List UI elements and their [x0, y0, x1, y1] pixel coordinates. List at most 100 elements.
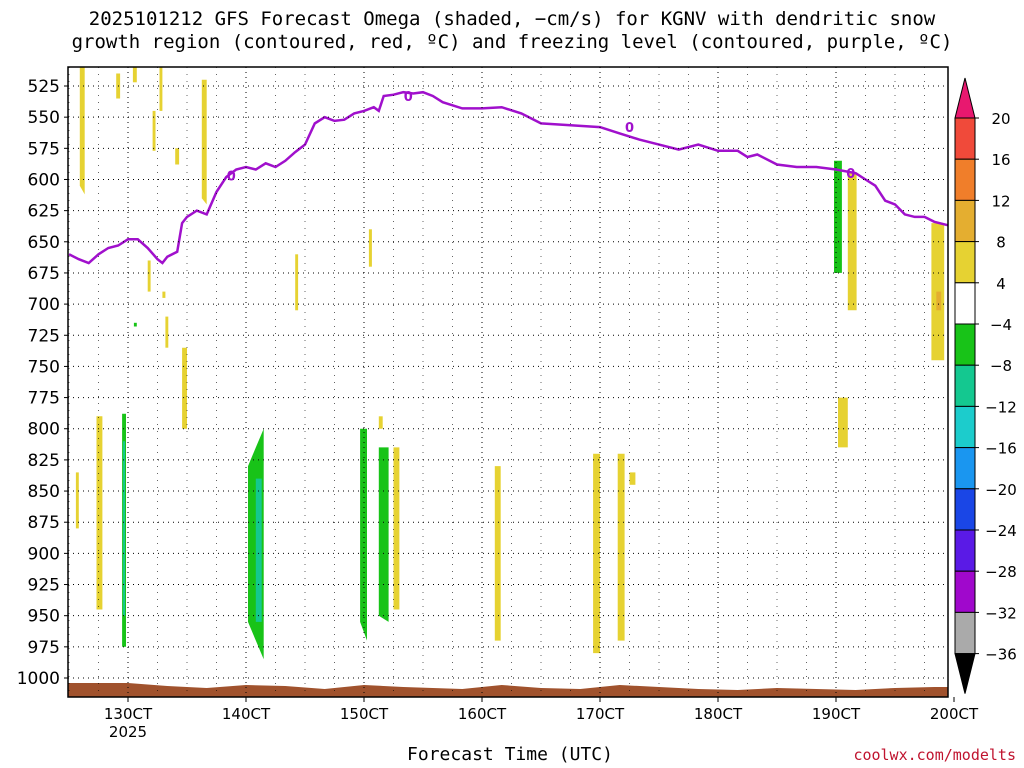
omega-green-region [834, 160, 842, 273]
omega-yellow-region [494, 466, 501, 641]
chart-title: 2025101212 GFS Forecast Omega (shaded, −… [0, 8, 1024, 54]
omega-yellow-region [295, 254, 299, 311]
x-axis-title: Forecast Time (UTC) [407, 744, 613, 765]
y-tick-label: 900 [28, 544, 60, 564]
colorbar-segment [954, 323, 976, 366]
omega-yellow-region [629, 472, 636, 485]
ground-terrain [68, 683, 948, 697]
omega-yellow-region [162, 291, 166, 298]
colorbar-label: −36 [985, 646, 1017, 664]
omega-green-region [133, 322, 137, 327]
y-tick-label: 675 [28, 264, 60, 284]
colorbar-segment [954, 158, 976, 201]
colorbar-label: −24 [985, 522, 1017, 540]
omega-yellow-region [159, 67, 163, 111]
omega-cyan-region [255, 478, 262, 622]
omega-yellow-region [617, 453, 625, 641]
colorbar-label: −32 [985, 604, 1017, 622]
colorbar-segment [954, 611, 976, 655]
freezing-level-contour [68, 90, 948, 265]
y-tick-label: 875 [28, 513, 60, 533]
y-tick-label: 550 [28, 108, 60, 128]
omega-yellow-region [75, 472, 79, 529]
x-tick-label: 150CT [340, 705, 389, 723]
colorbar-label: −28 [985, 563, 1017, 581]
colorbar-label: 20 [991, 110, 1010, 128]
colorbar-segment [954, 241, 976, 284]
colorbar-segment [954, 199, 976, 243]
freezing-level-label: 0 [227, 170, 236, 185]
colorbar-label: 16 [991, 151, 1010, 169]
colorbar-label: 8 [996, 234, 1006, 252]
colorbar-segment [954, 447, 976, 490]
colorbar-label: 4 [996, 275, 1006, 293]
plot-area [68, 67, 954, 697]
colorbar-label: 12 [991, 192, 1010, 210]
y-tick-label: 825 [28, 451, 60, 471]
colorbar-label: −20 [985, 481, 1017, 499]
y-tick-label: 925 [28, 576, 60, 596]
omega-cyan-region [123, 441, 125, 616]
freezing-level-label: 0 [846, 167, 855, 182]
y-tick-label: 625 [28, 202, 60, 222]
title-line1: 2025101212 GFS Forecast Omega (shaded, −… [88, 8, 936, 30]
omega-yellow-region [368, 229, 372, 267]
freezing-level-label: 0 [404, 90, 413, 105]
x-tick-label: 200CT [930, 705, 979, 723]
x-tick-label: 140CT [222, 705, 271, 723]
y-tick-label: 950 [28, 607, 60, 627]
credit-text: coolwx.com/modelts [853, 746, 1016, 764]
omega-yellow-region [182, 347, 187, 429]
colorbar-label: −12 [985, 398, 1017, 416]
x-tick-label: 130CT [104, 705, 153, 723]
y-tick-label: 575 [28, 139, 60, 159]
y-tick-label: 600 [28, 170, 60, 190]
title-line2: growth region (contoured, red, ºC) and f… [71, 31, 953, 53]
x-tick-label: 160CT [458, 705, 507, 723]
omega-yellow-region [838, 397, 848, 448]
omega-yellow-region [147, 260, 151, 292]
omega-yellow-region [175, 148, 180, 165]
omega-yellow-region [132, 67, 137, 83]
colorbar-bottom-triangle [954, 653, 976, 694]
colorbar-label: −16 [985, 440, 1017, 458]
y-tick-label: 775 [28, 389, 60, 409]
y-tick-label: 725 [28, 326, 60, 346]
y-tick-label: 700 [28, 295, 60, 315]
y-tick-label: 750 [28, 357, 60, 377]
colorbar-segment [954, 529, 976, 572]
colorbar-segment [954, 488, 976, 531]
x-tick-sublabel: 2025 [109, 723, 147, 741]
colorbar-segment [954, 405, 976, 449]
omega-orange-region [936, 291, 942, 311]
omega-yellow-region [201, 79, 207, 205]
y-tick-label: 525 [28, 77, 60, 97]
x-tick-label: 190CT [812, 705, 861, 723]
colorbar-top-triangle [954, 77, 976, 119]
omega-yellow-region [393, 447, 400, 610]
omega-yellow-region [79, 67, 85, 195]
omega-yellow-region [948, 385, 954, 456]
y-tick-label: 850 [28, 482, 60, 502]
omega-yellow-region [847, 173, 857, 311]
omega-yellow-region [165, 316, 169, 348]
colorbar-label: −8 [990, 357, 1012, 375]
y-tick-label: 800 [28, 420, 60, 440]
colorbar-segment [954, 364, 976, 407]
colorbar-segment [954, 117, 976, 160]
omega-green-region [378, 447, 389, 622]
omega-yellow-region [96, 416, 103, 610]
omega-yellow-region [152, 110, 156, 151]
freezing-level-label: 0 [625, 121, 634, 136]
omega-yellow-region [378, 416, 383, 429]
colorbar-segment [954, 282, 976, 325]
y-tick-label: 1000 [17, 669, 60, 689]
omega-green-region [360, 428, 367, 641]
y-tick-label: 975 [28, 638, 60, 658]
colorbar-segment [954, 570, 976, 613]
x-tick-label: 180CT [694, 705, 743, 723]
colorbar-label: −4 [990, 316, 1012, 334]
y-tick-label: 650 [28, 233, 60, 253]
x-tick-label: 170CT [576, 705, 625, 723]
